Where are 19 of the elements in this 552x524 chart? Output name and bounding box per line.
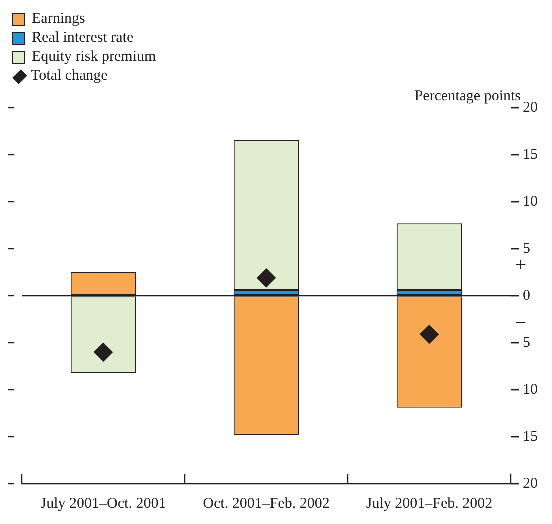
legend-label: Equity risk premium [32, 48, 156, 67]
y-tick-label: 5 [523, 334, 530, 351]
y-tick-label: 20 [523, 476, 538, 492]
text: − [515, 312, 527, 334]
y-tick-label: 10 [523, 382, 538, 398]
x-tick-label: July 2001–Oct. 2001 [40, 496, 166, 512]
legend-label: Earnings [32, 10, 86, 29]
x-tick-label: Oct. 2001–Feb. 2002 [203, 496, 330, 512]
legend-label: Real interest rate [32, 29, 134, 48]
y-tick-label: 5 [523, 240, 530, 257]
y-tick-label: 0 [523, 288, 530, 304]
x-tick-label: July 2001–Feb. 2002 [366, 496, 493, 512]
y-tick-label: 10 [523, 194, 538, 210]
text: + [515, 254, 527, 276]
y-tick-label: 20 [523, 100, 538, 116]
y-axis-title: Percentage points [414, 88, 522, 104]
y-tick-label: 15 [523, 428, 538, 445]
legend-label: Total change [31, 67, 108, 86]
y-tick-label: 15 [523, 146, 538, 163]
